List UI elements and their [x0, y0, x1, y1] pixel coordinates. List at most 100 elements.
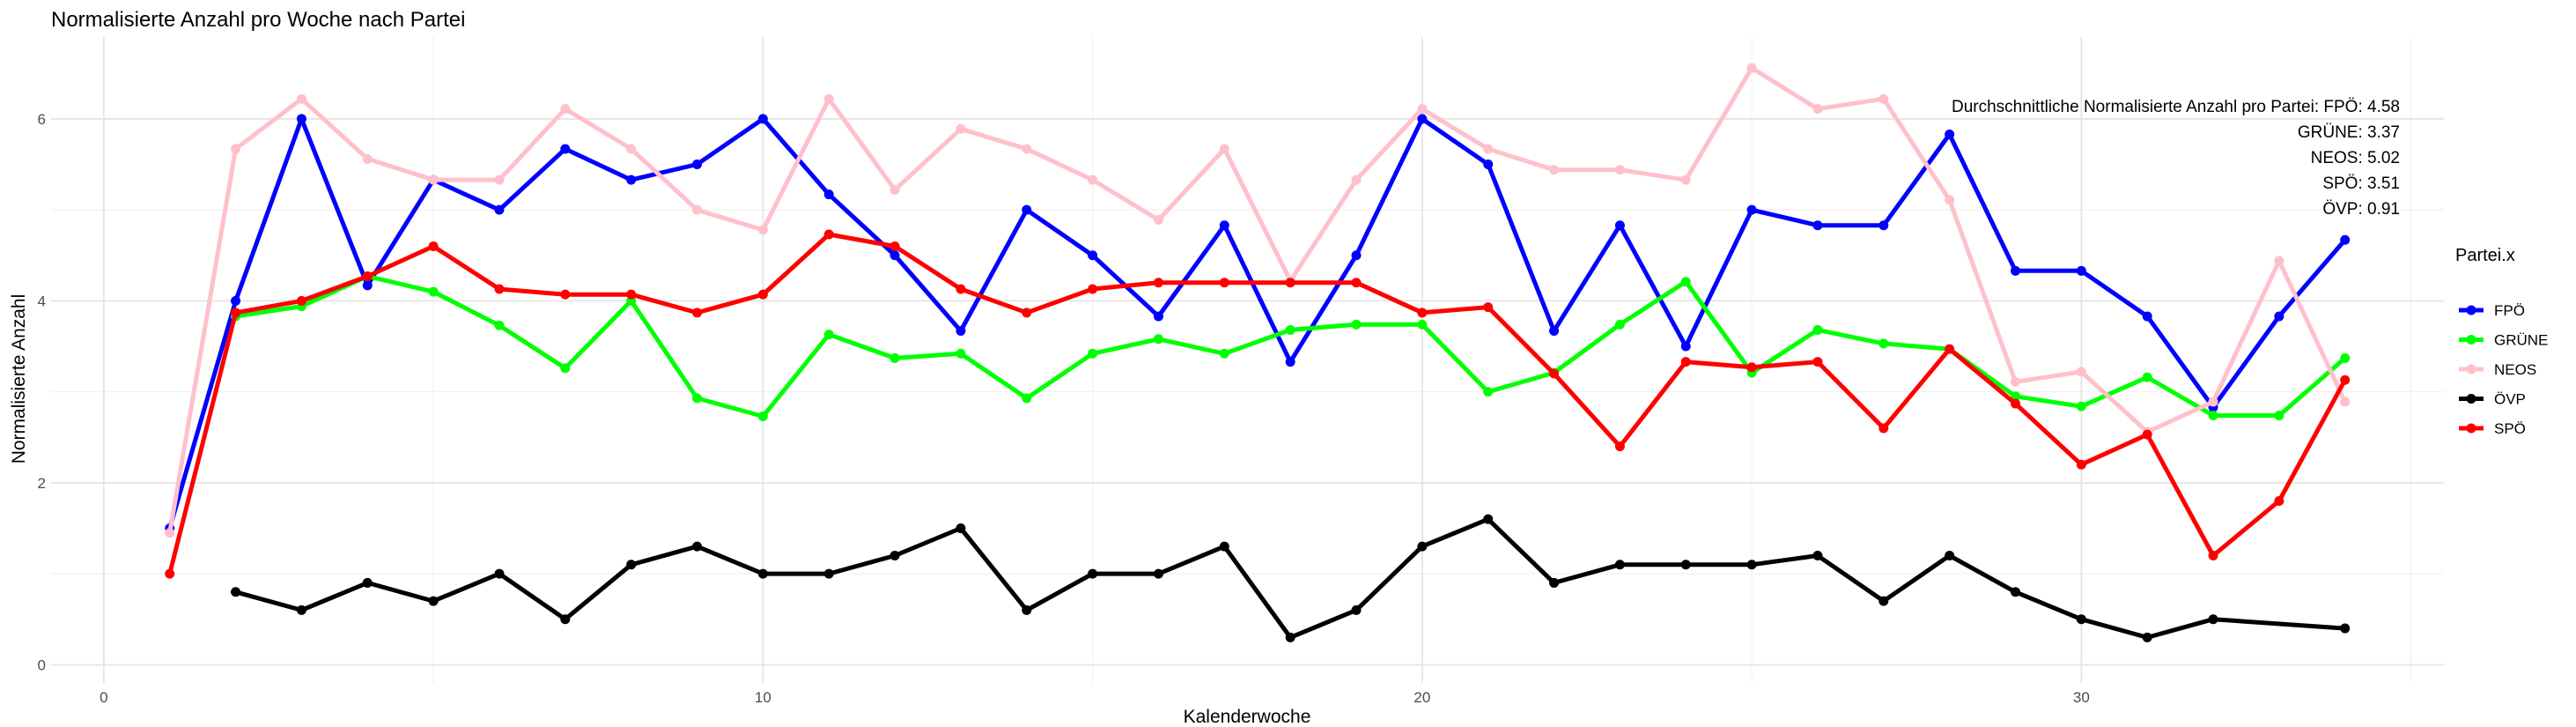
- data-point-neos: [362, 153, 373, 164]
- data-point-grune: [2208, 410, 2218, 420]
- data-point-ovp: [1153, 568, 1163, 579]
- data-point-ovp: [1614, 560, 1625, 570]
- data-point-ovp: [2208, 614, 2218, 625]
- data-point-ovp: [494, 568, 505, 579]
- data-point-ovp: [823, 568, 834, 579]
- data-point-spo: [428, 241, 439, 251]
- legend-key-point: [2466, 305, 2476, 315]
- series-line-grune: [233, 274, 2348, 419]
- data-point-neos: [1812, 104, 1823, 115]
- legend-label: GRÜNE: [2494, 332, 2548, 349]
- data-point-spo: [1549, 368, 1560, 379]
- data-point-grune: [1219, 348, 1229, 359]
- legend-key-point: [2466, 335, 2476, 345]
- legend-label: FPÖ: [2494, 302, 2525, 319]
- data-point-fpo: [626, 174, 637, 185]
- data-point-grune: [889, 352, 900, 363]
- data-point-grune: [2010, 391, 2020, 402]
- data-point-grune: [1088, 348, 1098, 359]
- data-point-fpo: [1022, 204, 1032, 215]
- data-point-grune: [1812, 324, 1823, 335]
- data-point-ovp: [1812, 550, 1823, 560]
- data-point-neos: [1022, 144, 1032, 154]
- data-point-spo: [1812, 357, 1823, 367]
- data-point-spo: [2010, 398, 2020, 409]
- data-point-neos: [823, 93, 834, 104]
- data-point-fpo: [1483, 159, 1494, 170]
- data-point-spo: [362, 271, 373, 282]
- annotation-line: ÖVP: 0.91: [2322, 200, 2400, 219]
- data-point-neos: [2340, 397, 2351, 407]
- data-point-neos: [889, 184, 900, 195]
- data-point-grune: [2076, 401, 2086, 412]
- data-point-ovp: [1351, 605, 1362, 615]
- data-point-spo: [823, 229, 834, 240]
- data-point-spo: [956, 284, 966, 294]
- data-point-ovp: [1945, 550, 1955, 560]
- series-neos: [165, 63, 2351, 538]
- y-tick-label: 4: [38, 293, 46, 309]
- data-point-neos: [692, 204, 703, 215]
- series-line-spo: [167, 232, 2348, 576]
- data-point-fpo: [2142, 311, 2152, 322]
- data-point-spo: [1945, 344, 1955, 354]
- data-point-fpo: [1945, 129, 1955, 139]
- data-point-ovp: [1285, 632, 1295, 642]
- data-point-grune: [1614, 319, 1625, 330]
- data-point-spo: [165, 568, 175, 579]
- x-tick-label: 30: [2073, 689, 2090, 706]
- annotation-line: GRÜNE: 3.37: [2298, 123, 2400, 142]
- annotation-line: SPÖ: 3.51: [2322, 174, 2400, 193]
- x-tick-label: 0: [100, 689, 107, 706]
- data-point-neos: [1417, 104, 1428, 115]
- data-point-neos: [1549, 165, 1560, 175]
- data-point-neos: [2274, 256, 2284, 266]
- legend-title: Partei.x: [2455, 246, 2515, 265]
- data-point-spo: [1285, 278, 1295, 288]
- data-point-neos: [1088, 174, 1098, 185]
- data-point-neos: [1878, 93, 1889, 104]
- data-point-neos: [428, 174, 439, 185]
- data-point-fpo: [889, 250, 900, 261]
- data-point-spo: [1417, 308, 1428, 318]
- series-line-fpo: [167, 116, 2348, 530]
- legend-label: SPÖ: [2494, 420, 2526, 437]
- data-point-grune: [494, 320, 505, 330]
- legend-item: FPÖ: [2459, 302, 2525, 319]
- data-point-ovp: [560, 614, 571, 625]
- data-point-grune: [823, 330, 834, 340]
- data-point-ovp: [1746, 560, 1757, 570]
- data-point-ovp: [2076, 614, 2086, 625]
- data-point-fpo: [1088, 250, 1098, 261]
- data-point-spo: [889, 241, 900, 251]
- legend-key-point: [2466, 423, 2476, 434]
- data-point-neos: [1614, 165, 1625, 175]
- annotation-line: NEOS: 5.02: [2311, 149, 2400, 167]
- data-point-grune: [560, 363, 571, 374]
- data-point-neos: [1219, 144, 1229, 154]
- data-point-fpo: [362, 280, 373, 291]
- data-point-fpo: [1417, 114, 1428, 124]
- legend-label: NEOS: [2494, 361, 2536, 378]
- data-point-ovp: [2340, 623, 2351, 634]
- y-tick-label: 2: [38, 475, 46, 492]
- data-point-spo: [1022, 308, 1032, 318]
- data-point-grune: [2274, 410, 2284, 420]
- data-point-grune: [1878, 338, 1889, 349]
- data-point-ovp: [1878, 596, 1889, 606]
- data-point-spo: [231, 308, 241, 318]
- legend-item: ÖVP: [2459, 391, 2526, 408]
- data-point-ovp: [428, 596, 439, 606]
- data-point-ovp: [889, 550, 900, 560]
- legend: Partei.x FPÖ GRÜNE NEOS ÖVP SPÖ: [2455, 246, 2548, 437]
- data-point-ovp: [1417, 541, 1428, 552]
- data-point-neos: [956, 123, 966, 134]
- data-point-neos: [296, 93, 306, 104]
- data-point-ovp: [1483, 514, 1494, 524]
- data-point-spo: [1483, 302, 1494, 313]
- data-point-grune: [956, 348, 966, 359]
- data-point-grune: [1022, 393, 1032, 404]
- annotation-line: Durchschnittliche Normalisierte Anzahl p…: [1952, 98, 2400, 116]
- data-point-fpo: [2274, 311, 2284, 322]
- x-tick-label: 10: [755, 689, 771, 706]
